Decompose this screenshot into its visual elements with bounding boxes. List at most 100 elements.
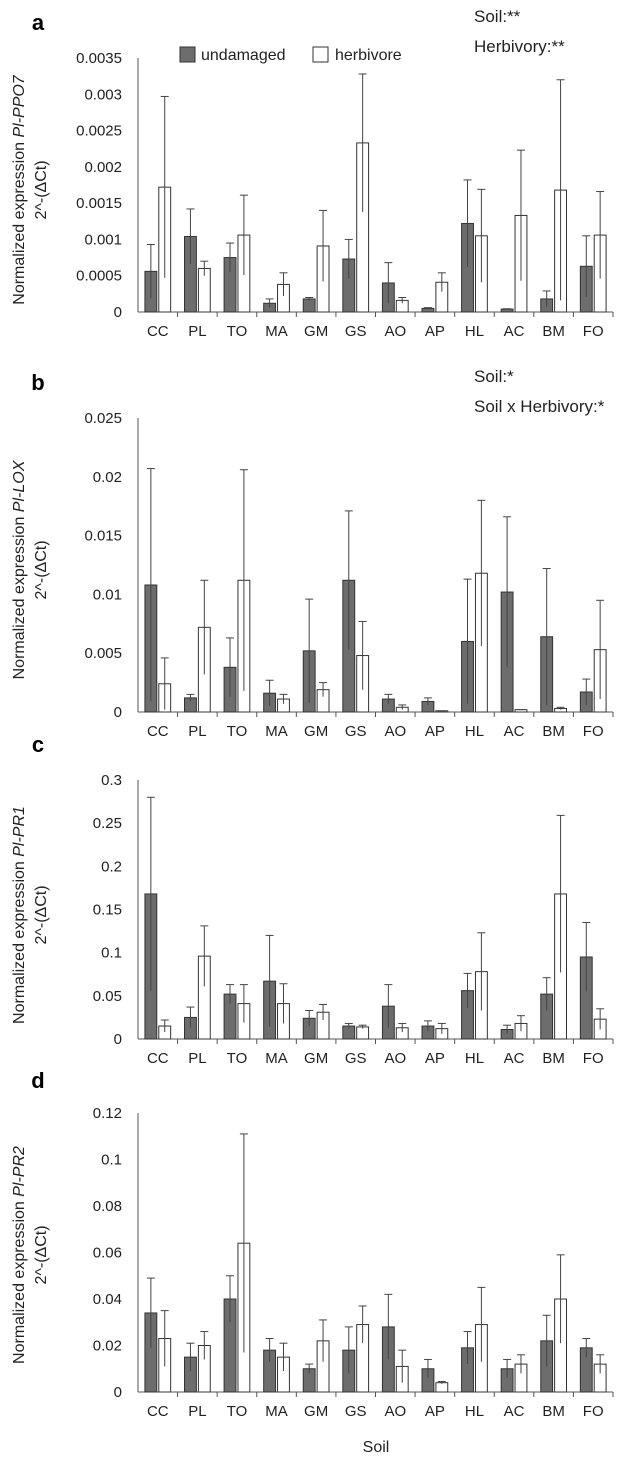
x-tick-label: BM	[542, 1403, 565, 1420]
panel-label: b	[31, 370, 44, 395]
legend-swatch-herbivore	[312, 46, 329, 63]
bar-herbivore	[356, 1026, 370, 1040]
y-tick-label: 0.1	[101, 945, 122, 962]
x-tick-label: BM	[542, 1050, 565, 1067]
x-tick-label: MA	[265, 723, 288, 740]
y-tick-label: 0.0025	[76, 123, 122, 140]
y-tick-label: 0.025	[84, 410, 122, 427]
stat-annotation: Herbivory:**	[474, 37, 565, 56]
x-tick-label: HL	[465, 1050, 484, 1067]
x-tick-label: AC	[504, 1403, 525, 1420]
x-tick-label: AO	[384, 1403, 406, 1420]
x-tick-label: AC	[504, 323, 525, 340]
y-tick-label: 0	[114, 704, 122, 721]
x-tick-label: TO	[227, 723, 248, 740]
stat-annotation: Soil:**	[474, 7, 521, 26]
x-tick-label: FO	[583, 1050, 604, 1067]
x-tick-label: GM	[304, 723, 328, 740]
y-tick-label: 0.25	[93, 815, 122, 832]
y-axis-title: Normalized expression Pl-PPO7	[11, 74, 28, 305]
x-tick-label: AO	[384, 1050, 406, 1067]
y-tick-label: 0.0015	[76, 195, 122, 212]
x-tick-label: GS	[345, 1403, 367, 1420]
x-tick-label: PL	[188, 723, 206, 740]
x-tick-label: HL	[465, 1403, 484, 1420]
y-axis-title-units: 2^-(ΔCt)	[33, 160, 50, 219]
bar-herbivore	[435, 1382, 449, 1393]
y-tick-label: 0	[114, 304, 122, 321]
y-tick-label: 0.001	[84, 231, 122, 248]
y-axis-title-units: 2^-(ΔCt)	[33, 540, 50, 599]
y-axis-title-text: Normalized expression	[11, 512, 28, 679]
y-tick-label: 0.002	[84, 159, 122, 176]
legend-label-herbivore: herbivore	[335, 47, 402, 64]
y-axis-title: Normalized expression Pl-LOX	[11, 459, 28, 679]
x-tick-label: AC	[504, 723, 525, 740]
x-tick-label: MA	[265, 1403, 288, 1420]
y-axis-title-text: Normalized expression	[11, 1197, 28, 1364]
x-tick-label: GS	[345, 1050, 367, 1067]
y-axis-title-units: 2^-(ΔCt)	[33, 885, 50, 944]
y-axis-title-gene: Pl-PR2	[11, 1146, 28, 1197]
y-axis-title-gene: Pl-LOX	[11, 459, 28, 512]
y-tick-label: 0.3	[101, 772, 122, 789]
x-tick-label: PL	[188, 1050, 206, 1067]
legend-swatch-undamaged	[179, 46, 196, 63]
y-tick-label: 0.0005	[76, 268, 122, 285]
x-tick-label: FO	[583, 723, 604, 740]
x-tick-label: AP	[425, 1403, 445, 1420]
chart-panel-a: a Normalized expression Pl-PPO7 2^-(ΔCt) 0 0…	[11, 7, 614, 340]
x-tick-label: PL	[188, 1403, 206, 1420]
x-tick-label: AO	[384, 723, 406, 740]
y-axis-title-text: Normalized expression	[11, 857, 28, 1024]
x-axis-title: Soil	[363, 1439, 390, 1456]
y-tick-label: 0.04	[93, 1291, 122, 1308]
x-tick-label: MA	[265, 1050, 288, 1067]
x-tick-label: CC	[147, 1403, 169, 1420]
panel-label: c	[32, 732, 44, 757]
x-tick-label: BM	[542, 323, 565, 340]
panel-label: d	[31, 1068, 44, 1093]
x-tick-label: BM	[542, 723, 565, 740]
x-tick-label: AO	[384, 323, 406, 340]
y-axis-title-text: Normalized expression	[11, 138, 28, 305]
x-tick-label: TO	[227, 1050, 248, 1067]
y-tick-label: 0.1	[101, 1152, 122, 1169]
chart-panel-d: d Normalized expression Pl-PR2 2^-(ΔCt) 0 0.…	[11, 1068, 614, 1420]
x-tick-label: CC	[147, 723, 169, 740]
x-tick-label: GM	[304, 1403, 328, 1420]
y-tick-label: 0	[114, 1031, 122, 1048]
x-tick-label: GM	[304, 323, 328, 340]
y-axis-title-gene: Pl-PR1	[11, 806, 28, 857]
y-axis-title: Normalized expression Pl-PR1	[11, 806, 28, 1024]
x-tick-label: AP	[425, 1050, 445, 1067]
legend: undamaged herbivore	[179, 46, 402, 64]
x-tick-label: TO	[227, 323, 248, 340]
y-tick-label: 0.02	[93, 1338, 122, 1355]
x-tick-label: FO	[583, 1403, 604, 1420]
stat-annotation: Soil:*	[474, 367, 514, 386]
y-axis-title-gene: Pl-PPO7	[11, 74, 28, 137]
y-axis-title: Normalized expression Pl-PR2	[11, 1146, 28, 1364]
x-tick-label: GS	[345, 323, 367, 340]
x-tick-label: GM	[304, 1050, 328, 1067]
x-tick-label: AC	[504, 1050, 525, 1067]
chart-panel-b: b Normalized expression Pl-LOX 2^-(ΔCt) 0 0.…	[11, 367, 614, 740]
legend-label-undamaged: undamaged	[201, 47, 286, 64]
y-tick-label: 0	[114, 1384, 122, 1401]
y-tick-label: 0.003	[84, 86, 122, 103]
x-tick-label: CC	[147, 323, 169, 340]
y-tick-label: 0.01	[93, 586, 122, 603]
y-tick-label: 0.0035	[76, 50, 122, 67]
chart-panel-c: c Normalized expression Pl-PR1 2^-(ΔCt) 0 0.…	[11, 732, 614, 1067]
stat-annotation: Soil x Herbivory:*	[474, 397, 605, 416]
y-tick-label: 0.08	[93, 1198, 122, 1215]
y-tick-label: 0.02	[93, 469, 122, 486]
y-axis-title-units: 2^-(ΔCt)	[33, 1225, 50, 1284]
x-tick-label: TO	[227, 1403, 248, 1420]
y-tick-label: 0.2	[101, 858, 122, 875]
y-tick-label: 0.12	[93, 1105, 122, 1122]
panel-label: a	[32, 10, 45, 35]
x-tick-label: HL	[465, 723, 484, 740]
